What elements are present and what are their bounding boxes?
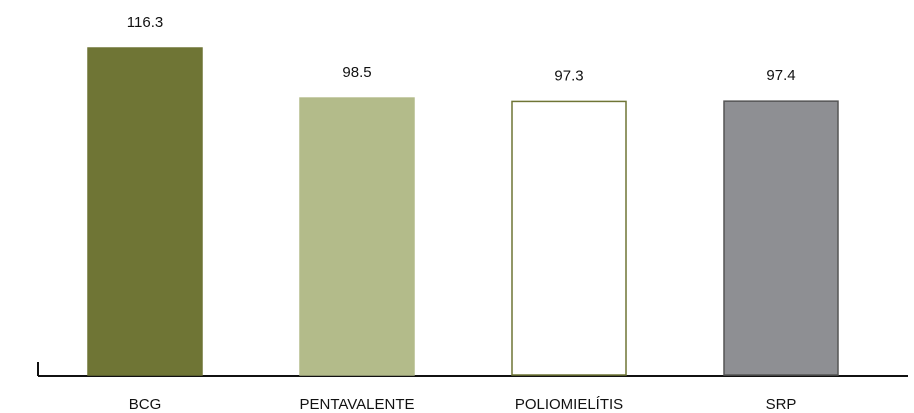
value-label: 116.3 [127, 14, 163, 31]
value-label: 98.5 [342, 64, 371, 81]
x-tick-label: POLIOMIELÍTIS [515, 396, 623, 413]
x-tick-label: SRP [766, 396, 797, 413]
value-label: 97.3 [554, 67, 583, 84]
bar [299, 97, 415, 376]
value-label: 97.4 [766, 67, 795, 84]
bar [723, 100, 839, 376]
x-tick-label: PENTAVALENTE [299, 396, 414, 413]
bar [87, 47, 203, 376]
x-tick-label: BCG [129, 396, 162, 413]
bar [511, 100, 627, 376]
